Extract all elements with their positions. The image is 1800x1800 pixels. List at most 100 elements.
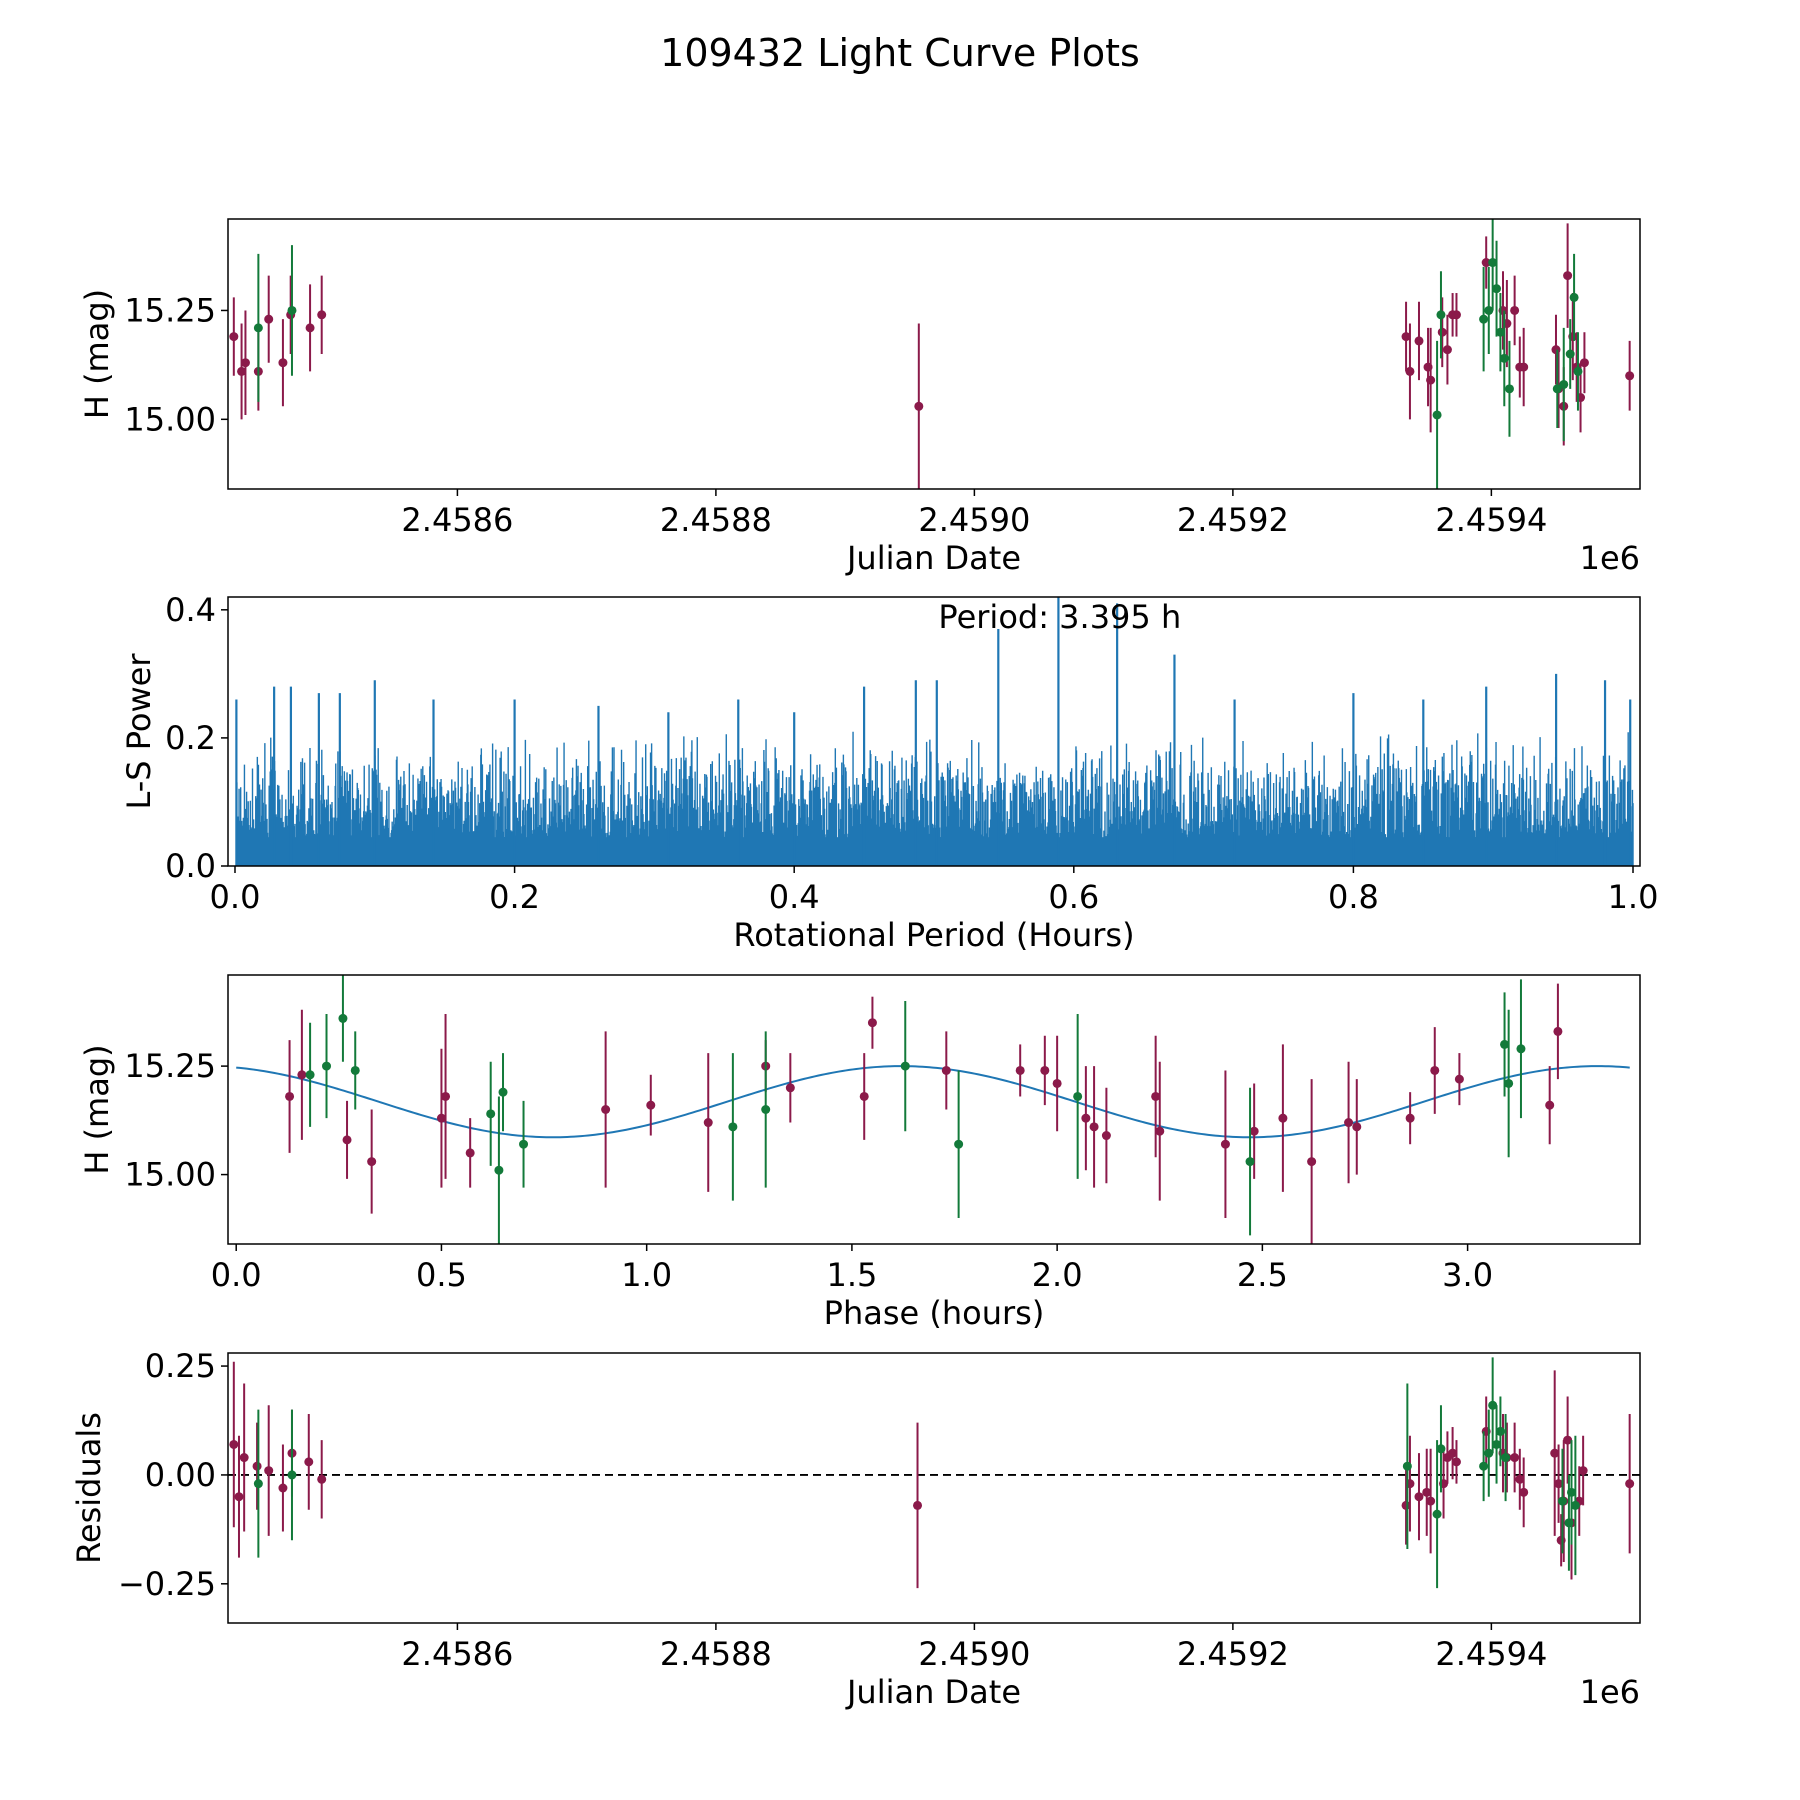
data-point bbox=[1563, 271, 1573, 281]
x-tick-label: 2.0 bbox=[1032, 1256, 1083, 1294]
data-point bbox=[1563, 1435, 1573, 1445]
data-point bbox=[1405, 366, 1415, 376]
x-tick-label: 2.4592 bbox=[1177, 1635, 1289, 1673]
data-point bbox=[1451, 1457, 1461, 1467]
data-point bbox=[1426, 1496, 1436, 1506]
data-point bbox=[1481, 258, 1491, 268]
x-tick-label: 3.0 bbox=[1442, 1256, 1493, 1294]
data-point bbox=[1545, 1100, 1555, 1110]
data-point bbox=[486, 1109, 496, 1119]
data-point bbox=[519, 1139, 529, 1149]
data-point bbox=[1484, 1448, 1494, 1458]
data-point bbox=[1451, 310, 1461, 320]
data-point bbox=[278, 358, 288, 368]
data-point bbox=[1554, 1479, 1564, 1489]
data-point bbox=[1101, 1131, 1111, 1141]
x-tick-label: 2.4594 bbox=[1435, 1635, 1547, 1673]
data-point bbox=[229, 332, 239, 342]
panel-phased: 0.0 0.5 1.0 1.5 2.0 2.5 3.0 15.00 15.25 Phase (ho… bbox=[78, 974, 1641, 1332]
y-axis-label: L-S Power bbox=[120, 653, 158, 810]
y-tick-label: −0.25 bbox=[118, 1565, 216, 1603]
data-point bbox=[1437, 327, 1447, 337]
data-point bbox=[338, 1013, 348, 1023]
data-point bbox=[1499, 353, 1509, 363]
data-point bbox=[1249, 1126, 1259, 1136]
data-point bbox=[1436, 1444, 1446, 1454]
data-point bbox=[1570, 1500, 1580, 1510]
data-point bbox=[1245, 1157, 1255, 1167]
data-point bbox=[350, 1065, 360, 1075]
x-tick-label: 0.5 bbox=[416, 1256, 467, 1294]
axes-frame bbox=[227, 1352, 1641, 1624]
data-point bbox=[1089, 1122, 1099, 1132]
data-point bbox=[1015, 1065, 1025, 1075]
x-tick-label: 2.4594 bbox=[1435, 501, 1547, 539]
panel-lightcurve: 2.4586 2.4588 2.4590 2.4592 2.4594 15.00 15.25… bbox=[78, 218, 1641, 577]
data-point bbox=[305, 1070, 315, 1080]
x-tick-label: 1.5 bbox=[826, 1256, 877, 1294]
data-point bbox=[237, 366, 247, 376]
data-point bbox=[601, 1105, 611, 1114]
x-tick-label: 0.2 bbox=[489, 878, 540, 916]
data-point bbox=[1578, 1466, 1588, 1476]
x-tick-label: 2.4588 bbox=[660, 1635, 772, 1673]
sinusoid-fit-line bbox=[236, 1065, 1630, 1139]
data-point bbox=[703, 1118, 713, 1128]
data-point bbox=[1401, 332, 1411, 342]
panel-periodogram: Period: 3.395 h 0.0 0.2 0.4 0.6 0.8 1.0 0.0 0.2 0… bbox=[120, 591, 1658, 954]
data-point bbox=[914, 401, 924, 411]
data-point bbox=[1510, 305, 1520, 315]
data-point bbox=[1344, 1118, 1354, 1128]
data-point bbox=[1151, 1091, 1161, 1101]
data-point bbox=[234, 1492, 244, 1502]
data-point bbox=[1442, 345, 1452, 355]
data-point bbox=[229, 1439, 239, 1449]
data-point bbox=[1625, 371, 1635, 381]
data-point bbox=[1278, 1113, 1288, 1123]
data-point bbox=[1052, 1078, 1062, 1088]
data-point bbox=[1430, 1065, 1440, 1075]
data-point bbox=[1500, 1039, 1510, 1049]
data-point bbox=[1573, 366, 1583, 376]
data-point bbox=[1559, 379, 1569, 389]
data-point bbox=[441, 1091, 451, 1101]
x-tick-label: 0.0 bbox=[211, 1256, 262, 1294]
data-points bbox=[229, 1357, 1635, 1589]
data-point bbox=[1073, 1091, 1083, 1101]
data-point bbox=[1495, 327, 1505, 337]
x-tick-label: 2.4590 bbox=[918, 1635, 1030, 1673]
data-point bbox=[465, 1148, 475, 1158]
x-tick-label: 0.0 bbox=[210, 878, 261, 916]
x-tick-label: 0.4 bbox=[769, 878, 820, 916]
x-axis-label: Julian Date bbox=[845, 539, 1021, 577]
data-point bbox=[1402, 1461, 1412, 1471]
y-axis-label: H (mag) bbox=[78, 1044, 116, 1174]
x-tick-label: 2.4586 bbox=[401, 501, 513, 539]
data-point bbox=[728, 1122, 738, 1132]
data-point bbox=[646, 1100, 656, 1110]
data-point bbox=[317, 1474, 327, 1484]
x-tick-label: 2.5 bbox=[1237, 1256, 1288, 1294]
y-tick-label: 0.00 bbox=[145, 1456, 216, 1494]
y-axis-label: H (mag) bbox=[78, 289, 116, 419]
data-point bbox=[239, 1453, 249, 1463]
data-point bbox=[436, 1113, 446, 1123]
data-point bbox=[264, 1466, 274, 1476]
data-point bbox=[287, 305, 297, 315]
data-point bbox=[1220, 1139, 1230, 1149]
data-point bbox=[367, 1157, 377, 1167]
data-point bbox=[1567, 1487, 1577, 1497]
data-point bbox=[941, 1065, 951, 1075]
data-point bbox=[1307, 1157, 1317, 1167]
data-point bbox=[253, 1479, 263, 1489]
data-point bbox=[1516, 1044, 1526, 1054]
data-points bbox=[285, 975, 1563, 1244]
x-tick-label: 1.0 bbox=[621, 1256, 672, 1294]
axes-frame bbox=[227, 218, 1641, 490]
data-point bbox=[1488, 1400, 1498, 1410]
data-point bbox=[859, 1091, 869, 1101]
data-point bbox=[761, 1105, 771, 1114]
figure-panels: 2.4586 2.4588 2.4590 2.4592 2.4594 15.00 15.25… bbox=[70, 218, 1658, 1711]
y-tick-label: 0.2 bbox=[165, 719, 216, 757]
